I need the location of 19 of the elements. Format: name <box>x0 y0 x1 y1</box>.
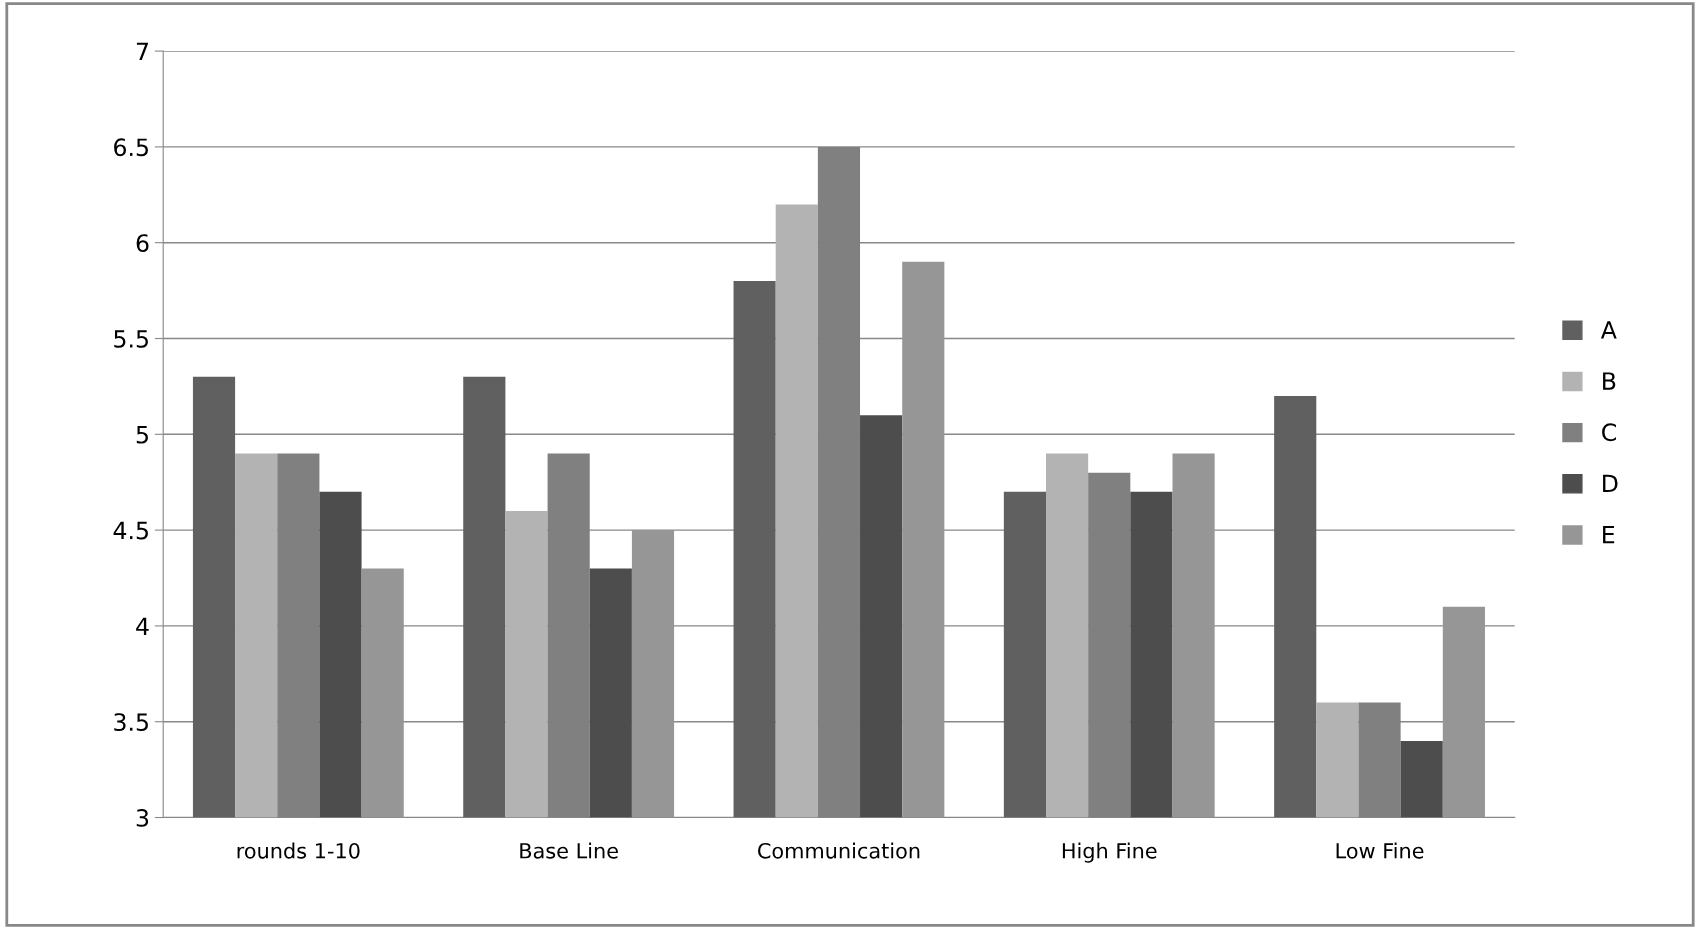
legend-label: A <box>1600 321 1617 339</box>
x-tick-label: High Fine <box>1062 842 1157 863</box>
y-tick-label: 6.5 <box>114 138 148 157</box>
legend-label: B <box>1603 372 1616 390</box>
x-tick-label: Low Fine <box>1336 842 1424 859</box>
y-tick-label: 5.5 <box>114 330 148 348</box>
legend-label: D <box>1603 474 1618 493</box>
y-tick-label: 4.5 <box>113 521 148 540</box>
y-tick-label: 7 <box>136 42 148 61</box>
y-tick-label: 6 <box>136 234 149 253</box>
y-tick-label: 4 <box>136 617 149 635</box>
x-tick-label: Base Line <box>520 842 618 859</box>
y-tick-label: 5 <box>136 426 148 444</box>
x-tick-label: rounds 1-10 <box>237 842 360 859</box>
y-tick-label: 3.5 <box>114 713 148 732</box>
x-tick-label: Communication <box>758 842 920 859</box>
legend-label: C <box>1602 423 1616 442</box>
legend-label: E <box>1603 525 1615 544</box>
y-tick-label: 3 <box>136 808 149 827</box>
